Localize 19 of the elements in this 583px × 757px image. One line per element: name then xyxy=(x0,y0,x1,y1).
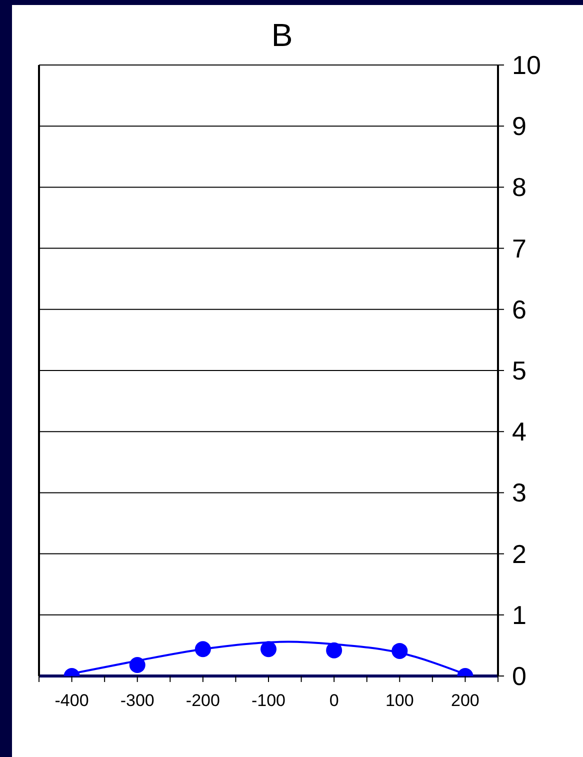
y-tick-label: 1 xyxy=(512,600,526,630)
y-tick-label: 9 xyxy=(512,111,526,142)
x-tick-label: 100 xyxy=(385,691,414,710)
x-tick-label: 0 xyxy=(329,691,339,710)
y-tick-label: 0 xyxy=(512,661,526,691)
y-tick-label: 7 xyxy=(512,233,526,264)
y-tick-label: 10 xyxy=(512,50,541,80)
x-tick-label: 200 xyxy=(451,691,480,710)
y-tick-label: 4 xyxy=(512,416,526,447)
y-tick-label: 8 xyxy=(512,172,526,202)
y-tick-label: 3 xyxy=(512,478,526,508)
x-tick-label: -100 xyxy=(251,691,286,710)
y-tick-label: 5 xyxy=(512,356,526,386)
x-tick-label: -200 xyxy=(186,691,220,710)
y-tick-label: 6 xyxy=(512,294,526,324)
x-tick-label: -400 xyxy=(54,691,89,710)
y-tick-label: 2 xyxy=(512,538,526,569)
x-tick-label: -300 xyxy=(120,691,154,710)
chart-title: B xyxy=(271,17,293,53)
